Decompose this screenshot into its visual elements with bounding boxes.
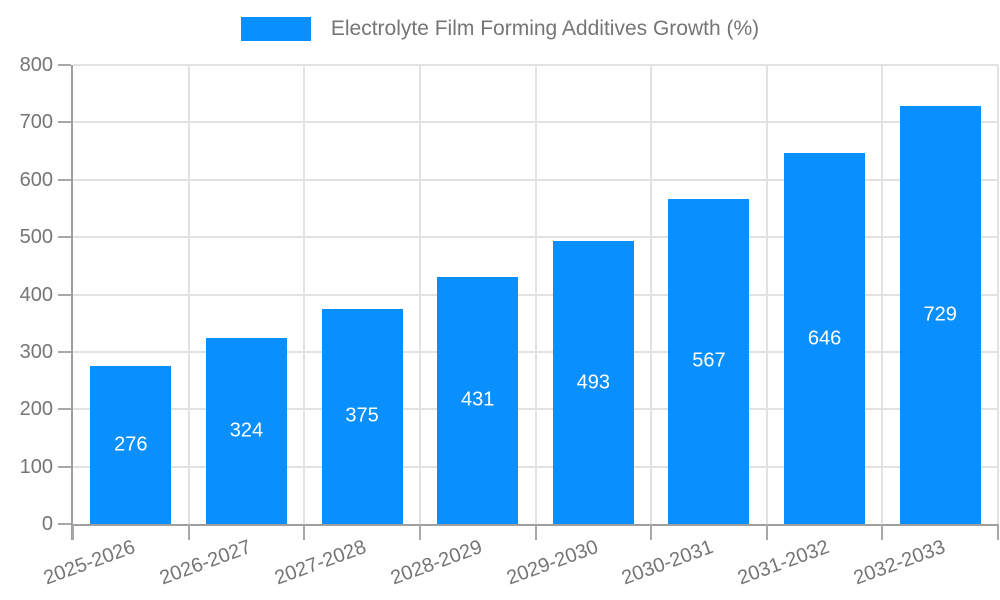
bar-2027-2028[interactable]: 375 (321, 308, 403, 524)
y-axis-tick (58, 236, 71, 239)
bar-value-label: 375 (345, 404, 379, 427)
y-axis-tick-label: 800 (19, 54, 53, 76)
gridline-vertical (303, 65, 306, 524)
x-axis-tick (765, 524, 768, 540)
x-axis-tick-label: 2029-2030 (503, 536, 601, 590)
x-axis-tick (997, 524, 999, 540)
chart-legend[interactable]: Electrolyte Film Forming Additives Growt… (0, 17, 1000, 41)
x-axis-tick-label: 2026-2027 (156, 536, 254, 590)
y-axis-tick (58, 465, 71, 468)
y-axis-tick (58, 178, 71, 181)
x-axis-tick-label: 2031-2032 (734, 536, 833, 590)
bar-2028-2029[interactable]: 431 (437, 276, 519, 524)
x-axis-tick-label: 2027-2028 (272, 536, 370, 590)
bar-value-label: 276 (114, 433, 148, 456)
x-axis-tick (72, 524, 74, 540)
legend-swatch (240, 17, 311, 41)
y-axis-tick (58, 350, 71, 353)
legend-label: Electrolyte Film Forming Additives Growt… (330, 17, 760, 40)
gridline-vertical (765, 65, 768, 524)
bar-2026-2027[interactable]: 324 (205, 338, 287, 524)
bar-value-label: 567 (692, 349, 726, 372)
y-axis-tick (58, 121, 71, 124)
bar-2031-2032[interactable]: 646 (784, 153, 866, 524)
x-axis-tick-label: 2030-2031 (619, 536, 717, 590)
x-axis-tick-label: 2032-2033 (850, 536, 948, 590)
bar-value-label: 646 (807, 327, 842, 350)
y-axis-line (71, 65, 73, 540)
y-axis-tick (58, 293, 71, 296)
bar-2030-2031[interactable]: 567 (668, 198, 750, 524)
gridline-vertical (650, 65, 653, 524)
bar-2032-2033[interactable]: 729 (899, 105, 981, 524)
y-axis-tick-label: 400 (19, 283, 53, 306)
gridline-vertical (187, 65, 190, 524)
y-axis-tick-label: 300 (19, 340, 53, 363)
gridline-vertical (881, 65, 884, 524)
gridline-vertical (418, 65, 421, 524)
bar-value-label: 324 (229, 419, 264, 442)
y-axis-tick-label: 600 (19, 168, 53, 191)
x-axis-tick (418, 524, 421, 540)
y-axis-tick-label: 500 (19, 226, 53, 249)
x-axis-tick (881, 524, 884, 540)
x-axis-tick (303, 524, 306, 540)
y-axis-tick-label: 100 (19, 455, 53, 478)
y-axis-tick-label: 200 (19, 398, 53, 421)
bar-2029-2030[interactable]: 493 (552, 241, 634, 524)
plot-area: 0 100 200 300 400 500 600 700 800 276 2025-2026 324… (20, 55, 999, 589)
gridline-vertical (997, 65, 999, 524)
bar-value-label: 493 (576, 371, 610, 394)
x-axis-tick (534, 524, 537, 540)
x-axis-tick (187, 524, 190, 540)
bar-2025-2026[interactable]: 276 (90, 365, 172, 524)
bar-value-label: 729 (923, 303, 957, 326)
y-axis-tick (58, 523, 71, 525)
y-axis-tick-label: 0 (41, 513, 53, 535)
bar-value-label: 431 (461, 388, 495, 411)
x-axis-tick-label: 2028-2029 (387, 536, 486, 590)
gridline-vertical (534, 65, 537, 524)
y-axis-tick-label: 700 (19, 111, 53, 134)
y-axis-tick (58, 408, 71, 411)
y-axis-tick (58, 64, 71, 66)
x-axis-tick-label: 2025-2026 (40, 536, 139, 590)
x-axis-tick (650, 524, 653, 540)
